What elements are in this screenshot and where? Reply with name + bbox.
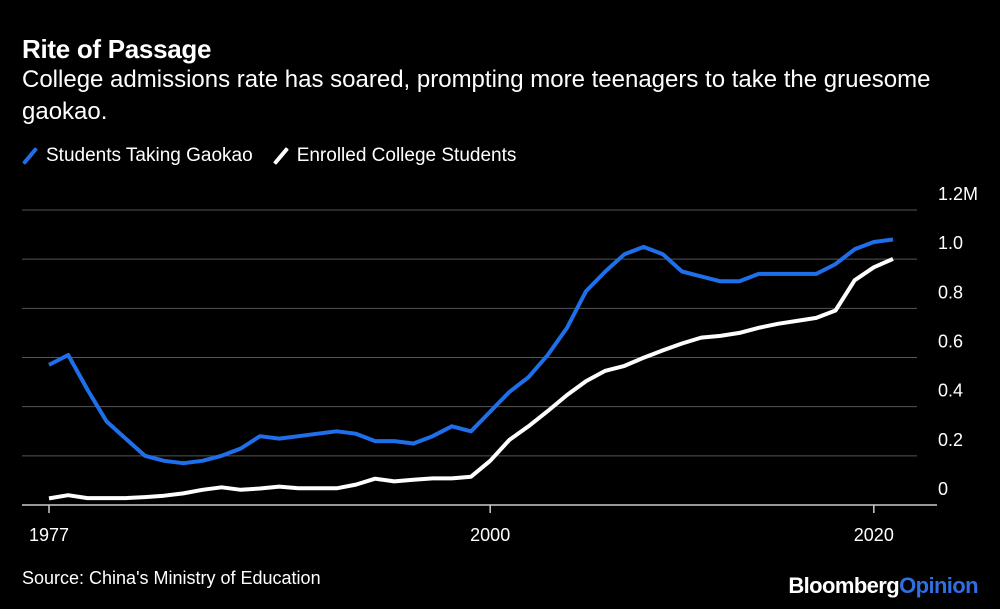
x-tick-label: 1977 [29,525,69,545]
y-tick-label: 0 [938,479,948,499]
y-tick-label: 1.0 [938,233,963,253]
y-tick-label: 0.4 [938,381,963,401]
series-line-gaokao [48,237,894,466]
x-tick-label: 2000 [470,525,510,545]
brand-main: Bloomberg [788,573,900,598]
y-tick-label: 1.2M [938,184,978,204]
legend-label-enrolled: Enrolled College Students [296,145,517,166]
legend-item-enrolled: Enrolled College Students [272,145,517,167]
legend-item-gaokao: Students Taking Gaokao [22,145,253,167]
y-tick-label: 0.8 [938,282,963,302]
series-line-enrolled [48,257,894,501]
source-note: Source: China's Ministry of Education [22,568,321,588]
y-tick-label: 0.2 [938,430,963,450]
chart-title: Rite of Passage [22,34,212,64]
y-tick-label: 0.6 [938,332,963,352]
legend-label-gaokao: Students Taking Gaokao [46,145,253,166]
brand-logo: BloombergOpinion [788,573,978,599]
brand-accent: Opinion [899,573,979,598]
x-tick-label: 2020 [854,525,894,545]
legend: Students Taking Gaokao Enrolled College … [22,145,536,167]
chart-subtitle: College admissions rate has soared, prom… [22,66,931,125]
